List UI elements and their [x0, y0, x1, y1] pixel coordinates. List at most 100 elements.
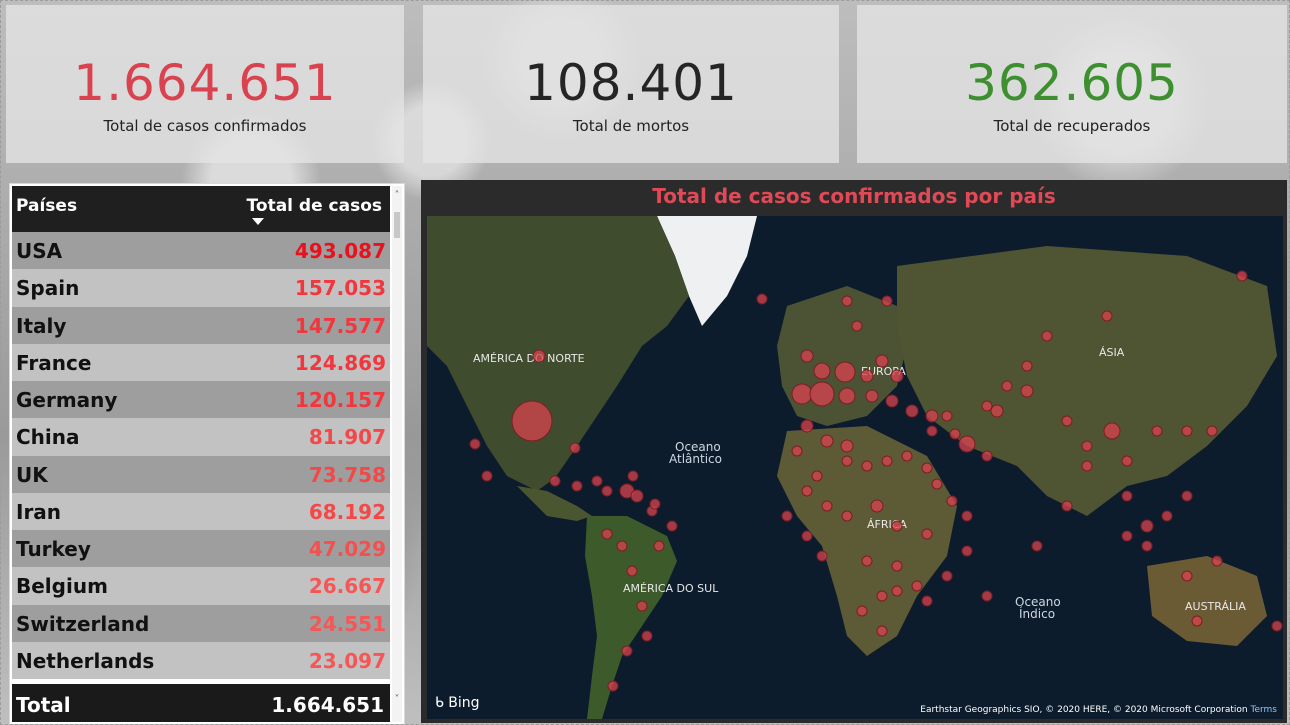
- scroll-thumb[interactable]: [394, 212, 400, 238]
- case-bubble[interactable]: [1206, 425, 1218, 437]
- kpi-card-recovered[interactable]: 362.605 Total de recuperados: [857, 5, 1287, 163]
- case-bubble[interactable]: [1161, 510, 1173, 522]
- case-bubble[interactable]: [876, 625, 888, 637]
- case-bubble[interactable]: [925, 409, 939, 423]
- case-bubble[interactable]: [627, 470, 639, 482]
- case-bubble[interactable]: [1001, 380, 1013, 392]
- case-bubble[interactable]: [885, 394, 899, 408]
- column-header-cases[interactable]: Total de casos: [246, 196, 382, 216]
- case-bubble[interactable]: [834, 361, 856, 383]
- case-bubble[interactable]: [781, 510, 793, 522]
- case-bubble[interactable]: [981, 450, 993, 462]
- case-bubble[interactable]: [870, 499, 884, 513]
- case-bubble[interactable]: [961, 510, 973, 522]
- case-bubble[interactable]: [756, 293, 768, 305]
- case-bubble[interactable]: [911, 580, 923, 592]
- case-bubble[interactable]: [1181, 570, 1193, 582]
- case-bubble[interactable]: [891, 560, 903, 572]
- table-row[interactable]: Iran 68.192: [12, 492, 390, 530]
- table-row[interactable]: USA 493.087: [12, 232, 390, 270]
- case-bubble[interactable]: [1140, 519, 1154, 533]
- case-bubble[interactable]: [653, 540, 665, 552]
- column-header-country[interactable]: Países: [16, 196, 78, 216]
- table-row[interactable]: China 81.907: [12, 418, 390, 456]
- case-bubble[interactable]: [820, 434, 834, 448]
- case-bubble[interactable]: [861, 555, 873, 567]
- case-bubble[interactable]: [921, 528, 933, 540]
- case-bubble[interactable]: [1121, 530, 1133, 542]
- case-bubble[interactable]: [1031, 540, 1043, 552]
- table-row[interactable]: Netherlands 23.097: [12, 641, 390, 679]
- case-bubble[interactable]: [901, 450, 913, 462]
- case-bubble[interactable]: [1191, 615, 1203, 627]
- scroll-down-icon[interactable]: ˅: [394, 694, 400, 705]
- table-row[interactable]: Italy 147.577: [12, 306, 390, 344]
- case-bubble[interactable]: [890, 369, 904, 383]
- kpi-card-confirmed[interactable]: 1.664.651 Total de casos confirmados: [6, 5, 404, 163]
- case-bubble[interactable]: [891, 520, 903, 532]
- case-bubble[interactable]: [905, 404, 919, 418]
- case-bubble[interactable]: [990, 404, 1004, 418]
- countries-table[interactable]: Países Total de casos USA 493.087 Spain 157…: [9, 183, 405, 724]
- case-bubble[interactable]: [860, 369, 874, 383]
- case-bubble[interactable]: [469, 438, 481, 450]
- case-bubble[interactable]: [875, 354, 889, 368]
- case-bubble[interactable]: [800, 349, 814, 363]
- case-bubble[interactable]: [511, 400, 553, 442]
- case-bubble[interactable]: [809, 381, 835, 407]
- case-bubble[interactable]: [630, 489, 644, 503]
- case-bubble[interactable]: [801, 485, 813, 497]
- case-bubble[interactable]: [1021, 360, 1033, 372]
- table-row[interactable]: UK 73.758: [12, 455, 390, 493]
- case-bubble[interactable]: [1181, 490, 1193, 502]
- case-bubble[interactable]: [813, 362, 831, 380]
- case-bubble[interactable]: [791, 383, 813, 405]
- case-bubble[interactable]: [532, 349, 546, 363]
- case-bubble[interactable]: [981, 400, 993, 412]
- case-bubble[interactable]: [821, 500, 833, 512]
- case-bubble[interactable]: [641, 630, 653, 642]
- case-bubble[interactable]: [1151, 425, 1163, 437]
- case-bubble[interactable]: [949, 428, 961, 440]
- case-bubble[interactable]: [569, 442, 581, 454]
- case-bubble[interactable]: [1081, 440, 1093, 452]
- case-bubble[interactable]: [791, 445, 803, 457]
- case-bubble[interactable]: [981, 590, 993, 602]
- case-bubble[interactable]: [1041, 330, 1053, 342]
- case-bubble[interactable]: [946, 495, 958, 507]
- case-bubble[interactable]: [481, 470, 493, 482]
- case-bubble[interactable]: [800, 419, 814, 433]
- table-row[interactable]: Spain 157.053: [12, 269, 390, 307]
- case-bubble[interactable]: [838, 387, 856, 405]
- case-bubble[interactable]: [571, 480, 583, 492]
- case-bubble[interactable]: [1271, 620, 1283, 632]
- case-bubble[interactable]: [616, 540, 628, 552]
- case-bubble[interactable]: [891, 585, 903, 597]
- case-bubble[interactable]: [1061, 415, 1073, 427]
- case-bubble[interactable]: [856, 605, 868, 617]
- case-bubble[interactable]: [636, 600, 648, 612]
- case-bubble[interactable]: [1121, 455, 1133, 467]
- table-scrollbar[interactable]: ˄ ˅: [392, 186, 402, 722]
- table-row[interactable]: Belgium 26.667: [12, 567, 390, 605]
- case-bubble[interactable]: [549, 475, 561, 487]
- case-bubble[interactable]: [649, 498, 661, 510]
- case-bubble[interactable]: [666, 520, 678, 532]
- case-bubble[interactable]: [921, 462, 933, 474]
- terms-link[interactable]: Terms: [1250, 705, 1277, 715]
- table-row[interactable]: Switzerland 24.551: [12, 604, 390, 642]
- sort-descending-icon[interactable]: [252, 218, 264, 225]
- case-bubble[interactable]: [811, 470, 823, 482]
- case-bubble[interactable]: [626, 565, 638, 577]
- case-bubble[interactable]: [958, 435, 976, 453]
- case-bubble[interactable]: [931, 478, 943, 490]
- case-bubble[interactable]: [816, 550, 828, 562]
- case-bubble[interactable]: [941, 570, 953, 582]
- case-bubble[interactable]: [881, 455, 893, 467]
- case-bubble[interactable]: [1101, 310, 1113, 322]
- case-bubble[interactable]: [1061, 500, 1073, 512]
- case-bubble[interactable]: [1236, 270, 1248, 282]
- case-bubble[interactable]: [840, 439, 854, 453]
- case-bubble[interactable]: [881, 295, 893, 307]
- case-bubble[interactable]: [1020, 384, 1034, 398]
